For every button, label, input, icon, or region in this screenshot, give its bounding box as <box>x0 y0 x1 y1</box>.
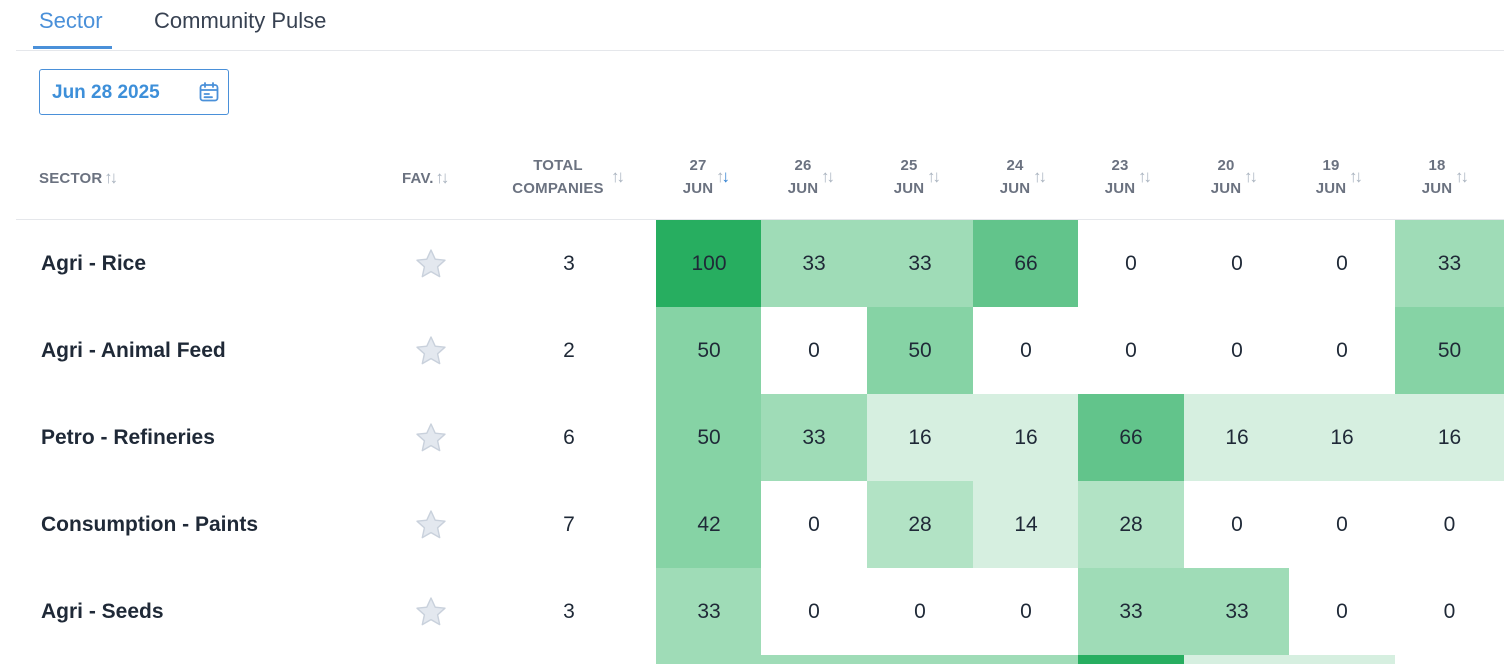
header-fav[interactable]: FAV. ↑↓ <box>402 168 449 187</box>
sector-name[interactable]: Petro - Refineries <box>41 426 215 449</box>
date-picker[interactable]: Jun 28 2025 <box>39 69 229 115</box>
heatmap-cell[interactable]: 0 <box>1289 568 1395 655</box>
heatmap-cell[interactable]: 0 <box>1078 307 1184 394</box>
heatmap-cell[interactable]: 0 <box>1184 220 1290 307</box>
sort-icon[interactable]: ↑↓ <box>927 167 941 186</box>
heatmap-cell[interactable]: 33 <box>867 220 973 307</box>
heatmap-cell[interactable]: 0 <box>1184 481 1290 568</box>
tab-community-pulse[interactable]: Community Pulse <box>154 8 327 33</box>
heatmap-cell[interactable]: 100 <box>656 220 762 307</box>
heatmap-cell[interactable]: 16 <box>867 394 973 481</box>
favorite-star-icon[interactable] <box>415 422 447 454</box>
heatmap-cell[interactable]: 0 <box>1289 220 1395 307</box>
tab-sector[interactable]: Sector <box>39 8 103 33</box>
heatmap-cell[interactable]: 50 <box>656 307 762 394</box>
sector-name[interactable]: Consumption - Paints <box>41 513 258 536</box>
heatmap-cell[interactable]: 66 <box>1078 394 1184 481</box>
favorite-star-icon[interactable] <box>415 335 447 367</box>
heatmap-cell[interactable]: 42 <box>656 481 762 568</box>
favorite-star-icon[interactable] <box>415 248 447 280</box>
sort-icon[interactable]: ↑↓ <box>1244 167 1258 186</box>
sector-name[interactable]: Agri - Seeds <box>41 600 164 623</box>
heatmap-cell-partial <box>867 655 973 664</box>
sector-name[interactable]: Agri - Animal Feed <box>41 339 226 362</box>
heatmap-cell[interactable]: 28 <box>867 481 973 568</box>
heatmap-cell-partial <box>1078 655 1184 664</box>
heatmap-cell[interactable]: 50 <box>1395 307 1504 394</box>
heatmap-cell[interactable]: 16 <box>1184 394 1290 481</box>
sort-icon[interactable]: ↑↓ <box>433 168 449 187</box>
heatmap-cell[interactable]: 16 <box>973 394 1079 481</box>
sort-icon[interactable]: ↑↓ <box>1349 167 1363 186</box>
heatmap-cell-partial <box>1395 655 1504 664</box>
sort-icon[interactable]: ↑↓ <box>716 167 730 186</box>
total-companies-value: 2 <box>563 339 575 362</box>
heatmap-cell[interactable]: 16 <box>1395 394 1504 481</box>
heatmap-cell[interactable]: 0 <box>761 568 867 655</box>
heatmap-cell[interactable]: 33 <box>761 220 867 307</box>
heatmap-cell[interactable]: 33 <box>1395 220 1504 307</box>
heatmap-cell[interactable]: 0 <box>761 481 867 568</box>
sort-icon[interactable]: ↑↓ <box>1455 167 1469 186</box>
heatmap-cell[interactable]: 0 <box>761 307 867 394</box>
header-divider <box>16 219 1504 220</box>
heatmap-cell[interactable]: 50 <box>656 394 762 481</box>
heatmap-cell[interactable]: 14 <box>973 481 1079 568</box>
header-sector[interactable]: SECTOR ↑↓ <box>39 168 118 187</box>
heatmap-cell-partial <box>973 655 1079 664</box>
heatmap-cell[interactable]: 0 <box>973 568 1079 655</box>
calendar-icon <box>199 82 219 102</box>
heatmap-cell-partial <box>656 655 762 664</box>
heatmap-cell[interactable]: 50 <box>867 307 973 394</box>
total-companies-value: 3 <box>563 600 575 623</box>
total-companies-value: 3 <box>563 252 575 275</box>
tab-bar: Sector Community Pulse <box>16 0 1504 51</box>
heatmap-cell-partial <box>1184 655 1290 664</box>
total-companies-value: 7 <box>563 513 575 536</box>
heatmap-cell[interactable]: 33 <box>656 568 762 655</box>
heatmap-cell[interactable]: 33 <box>1078 568 1184 655</box>
sort-icon[interactable]: ↑↓ <box>821 167 835 186</box>
heatmap-cell[interactable]: 0 <box>973 307 1079 394</box>
heatmap-cell[interactable]: 33 <box>761 394 867 481</box>
heatmap-cell-partial <box>1289 655 1395 664</box>
heatmap-cell[interactable]: 0 <box>1289 307 1395 394</box>
sort-icon[interactable]: ↑↓ <box>102 168 118 187</box>
heatmap-cell[interactable]: 0 <box>1395 481 1504 568</box>
heatmap-cell[interactable]: 0 <box>1395 568 1504 655</box>
heatmap-cell[interactable]: 33 <box>1184 568 1290 655</box>
sector-name[interactable]: Agri - Rice <box>41 252 147 275</box>
heatmap-cell[interactable]: 16 <box>1289 394 1395 481</box>
heatmap-cell[interactable]: 0 <box>867 568 973 655</box>
heatmap-cell-partial <box>761 655 867 664</box>
active-tab-indicator <box>33 46 112 49</box>
heatmap-cell[interactable]: 0 <box>1078 220 1184 307</box>
heatmap-cell[interactable]: 66 <box>973 220 1079 307</box>
date-value: Jun 28 2025 <box>52 82 160 103</box>
sort-icon[interactable]: ↑↓ <box>1138 167 1152 186</box>
favorite-star-icon[interactable] <box>415 509 447 541</box>
sort-icon[interactable]: ↑↓ <box>1033 167 1047 186</box>
heatmap-cell[interactable]: 28 <box>1078 481 1184 568</box>
total-companies-value: 6 <box>563 426 575 449</box>
sort-icon[interactable]: ↑↓ <box>611 167 625 186</box>
heatmap-cell[interactable]: 0 <box>1289 481 1395 568</box>
heatmap-cell[interactable]: 0 <box>1184 307 1290 394</box>
favorite-star-icon[interactable] <box>415 596 447 628</box>
